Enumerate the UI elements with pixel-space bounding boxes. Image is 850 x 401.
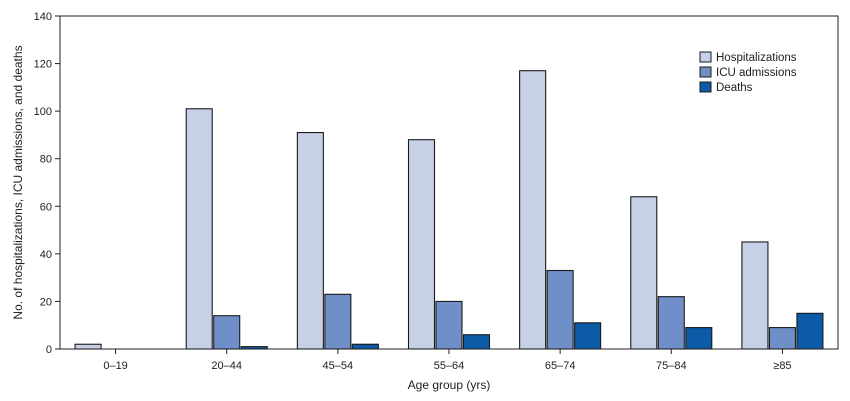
y-tick-label: 20	[40, 296, 52, 308]
bar-deaths-2	[351, 343, 379, 350]
x-tick-label: 45–54	[323, 360, 354, 372]
legend-label: Deaths	[716, 82, 753, 94]
x-axis-label: Age group (yrs)	[408, 378, 491, 392]
bar-hospitalizations-0	[74, 343, 102, 350]
y-axis-label: No. of hospitalizations, ICU admissions,…	[11, 45, 25, 319]
bar-hospitalizations-1	[185, 108, 213, 350]
bar-deaths-6	[796, 312, 824, 350]
x-tick-label: 0–19	[103, 360, 127, 372]
y-tick-label: 80	[40, 154, 52, 166]
y-tick-label: 100	[34, 106, 52, 118]
x-tick-label: 20–44	[211, 360, 242, 372]
y-tick-label: 60	[40, 201, 52, 213]
legend-label: ICU admissions	[716, 67, 797, 79]
bar-icu-admissions-5	[657, 296, 685, 350]
bar-deaths-4	[574, 322, 602, 350]
bar-icu-admissions-2	[324, 293, 352, 350]
bar-hospitalizations-6	[741, 241, 769, 350]
y-axis: 0 20 40 60 80 100 120 140	[34, 11, 60, 356]
y-tick-label: 140	[34, 11, 52, 23]
legend: Hospitalizations ICU admissions Deaths	[699, 51, 797, 94]
bar-icu-admissions-6	[768, 327, 796, 350]
legend-swatch	[699, 66, 712, 78]
bar-series	[74, 70, 824, 350]
x-tick-label: 65–74	[545, 360, 576, 372]
legend-swatch	[699, 81, 712, 93]
y-tick-label: 120	[34, 59, 52, 71]
bar-icu-admissions-1	[213, 315, 241, 350]
plot-frame	[59, 15, 839, 350]
y-tick-label: 0	[46, 344, 52, 356]
bar-deaths-5	[685, 327, 713, 350]
x-tick-label: 55–64	[434, 360, 465, 372]
x-axis: 0–19 20–44 45–54 55–64 65–74 75–84 ≥85	[103, 349, 792, 372]
bar-icu-admissions-3	[435, 300, 463, 350]
bar-hospitalizations-4	[519, 70, 547, 350]
bar-hospitalizations-5	[630, 196, 658, 350]
y-tick-label: 40	[40, 249, 52, 261]
legend-swatch	[699, 51, 712, 63]
bar-hospitalizations-2	[296, 132, 324, 350]
legend-label: Hospitalizations	[716, 52, 797, 64]
x-tick-label: 75–84	[656, 360, 687, 372]
x-tick-label: ≥85	[773, 360, 791, 372]
bar-deaths-3	[462, 334, 491, 350]
bar-hospitalizations-3	[407, 139, 436, 350]
bar-icu-admissions-4	[546, 269, 574, 350]
